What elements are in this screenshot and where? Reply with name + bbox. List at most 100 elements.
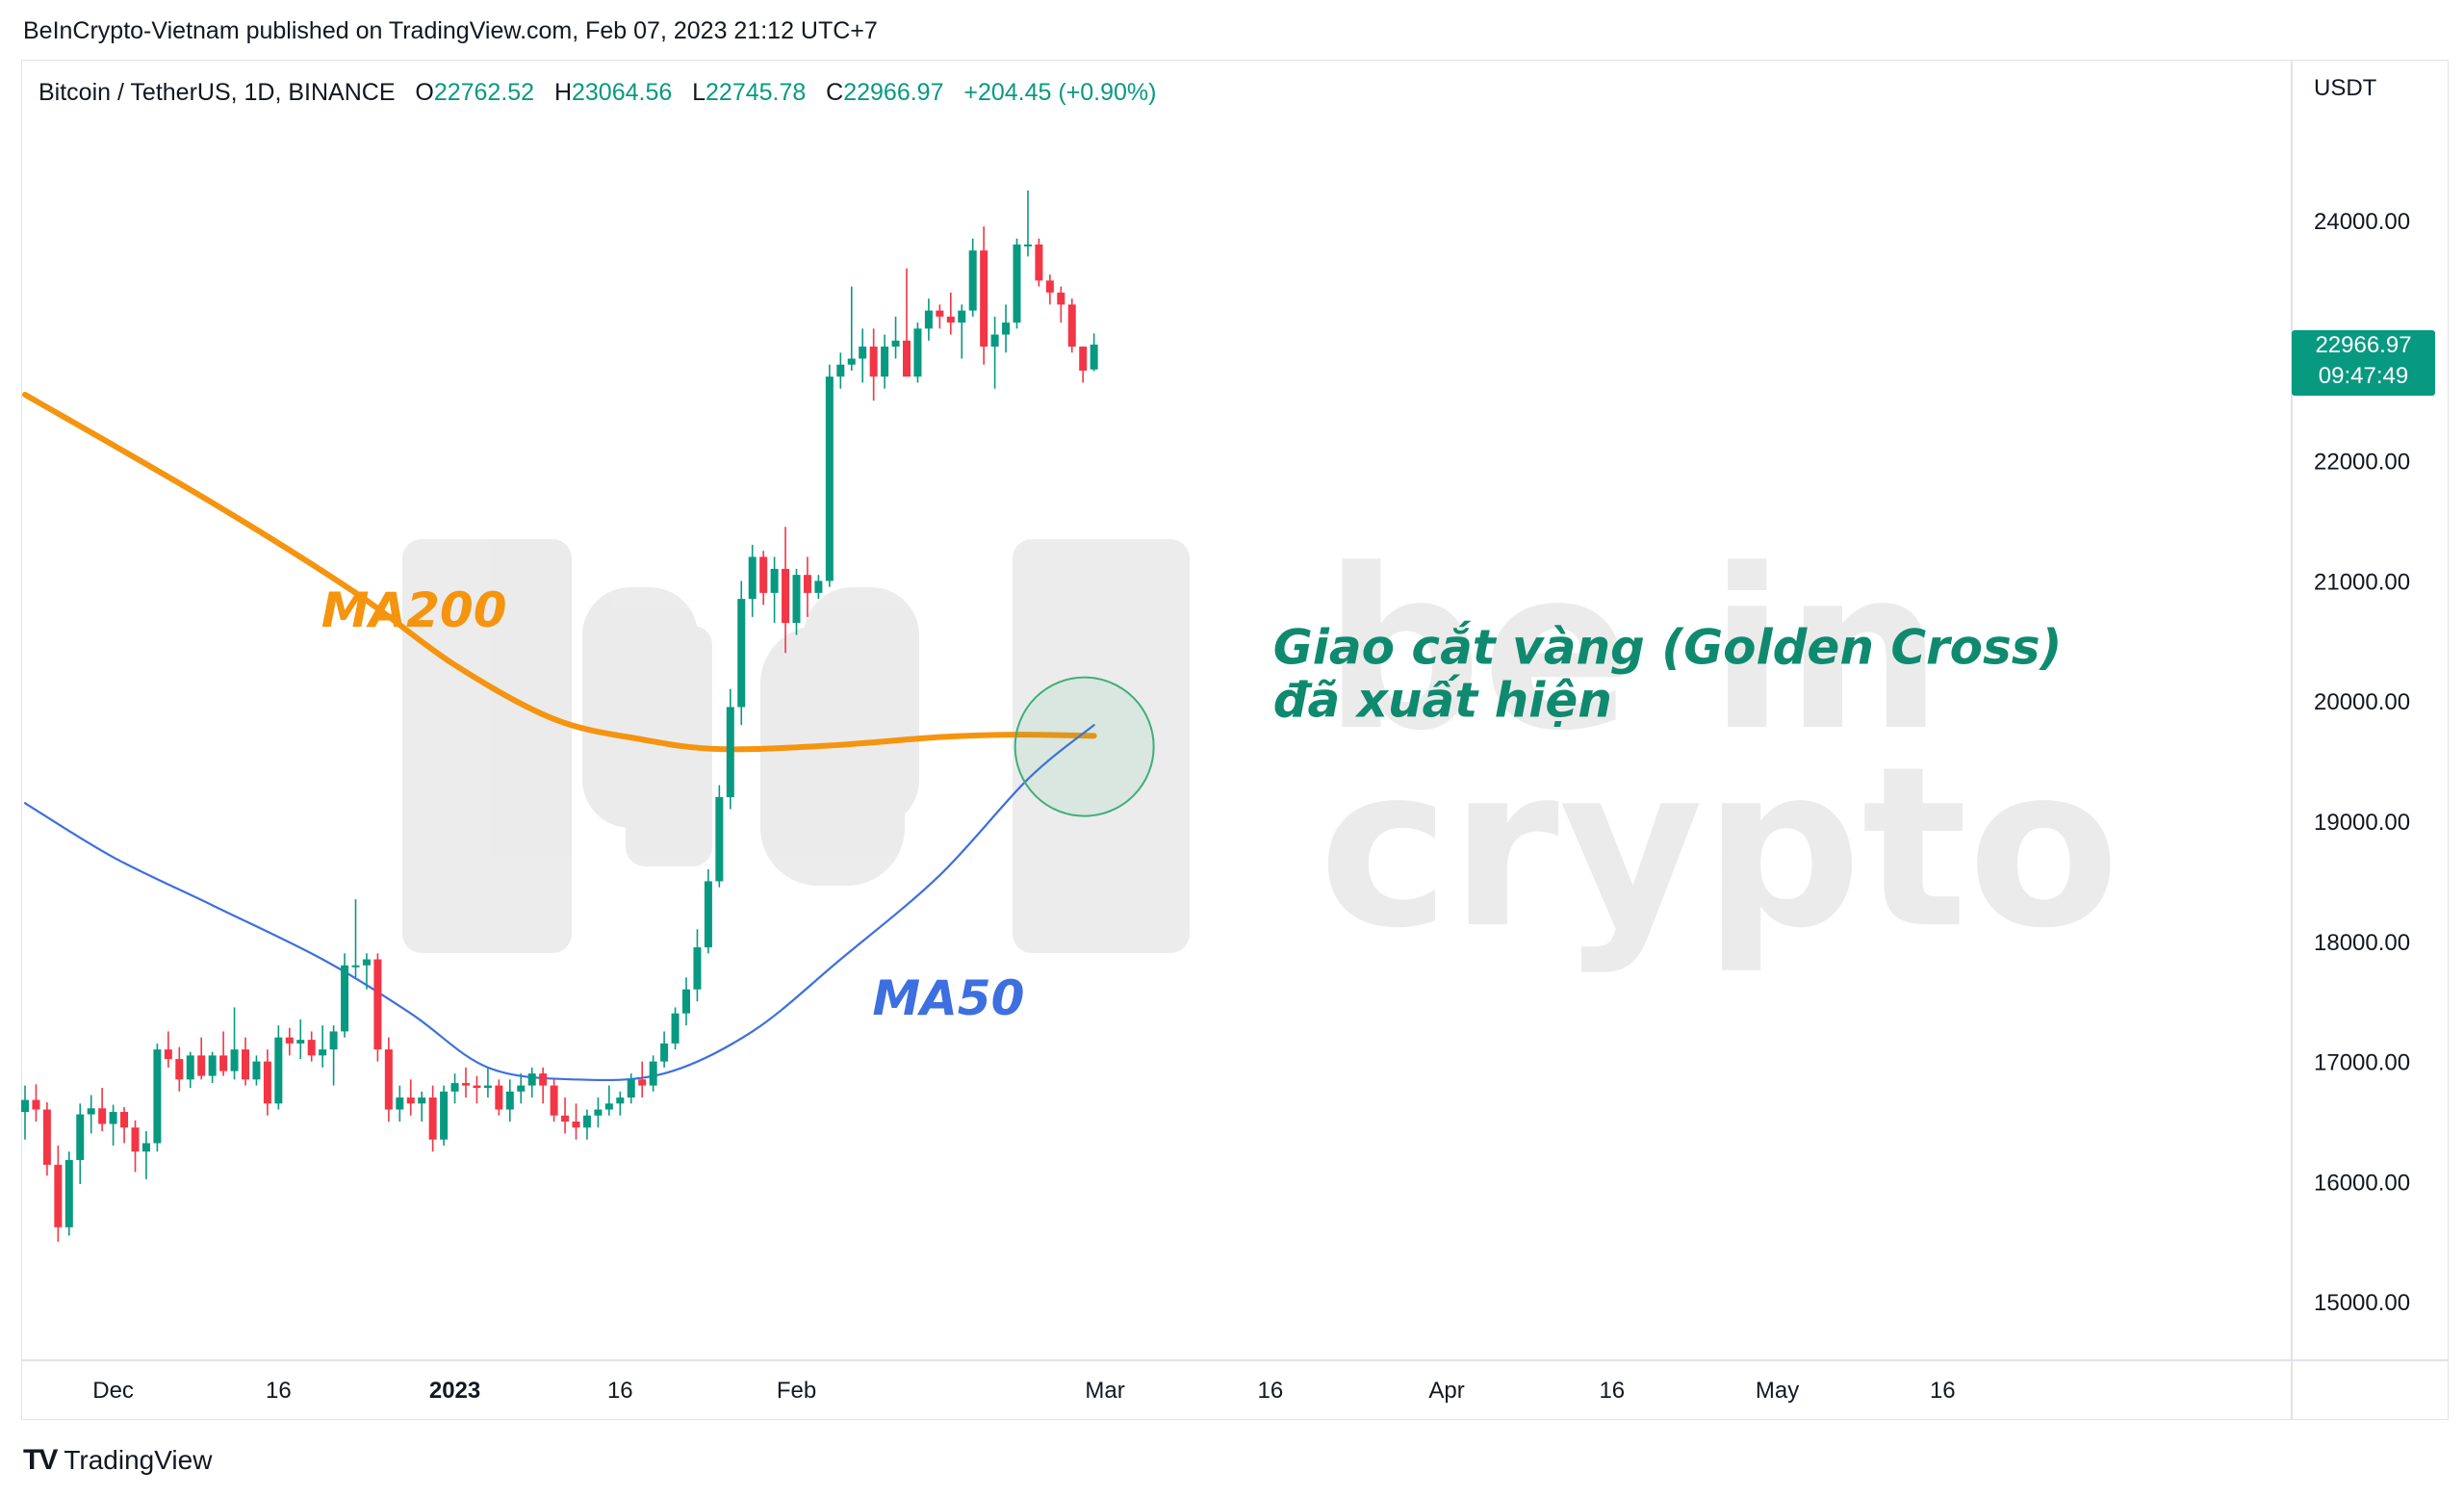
candle: [1023, 190, 1032, 257]
candle-body: [1079, 347, 1088, 371]
currency-label[interactable]: USDT: [2314, 75, 2377, 101]
time-tick-label: May: [1756, 1378, 1799, 1404]
candle: [418, 1091, 426, 1122]
candle: [847, 286, 856, 371]
countdown-value: 09:47:49: [2318, 363, 2409, 389]
price-tick-label: 15000.00: [2314, 1290, 2410, 1316]
candle-body: [242, 1049, 249, 1080]
candle-body: [550, 1085, 558, 1116]
candle: [968, 238, 977, 317]
candle-body: [64, 1159, 73, 1227]
candle-body: [362, 959, 371, 966]
candle: [782, 527, 790, 654]
candles: [21, 190, 1098, 1242]
candle-body: [197, 1055, 206, 1076]
tradingview-logo[interactable]: TV TradingView: [23, 1444, 212, 1477]
symbol-name[interactable]: Bitcoin / TetherUS, 1D, BINANCE: [38, 79, 396, 106]
low-value: 22745.78: [706, 79, 807, 106]
candle: [450, 1073, 459, 1104]
candle: [627, 1073, 635, 1104]
price-tick-label: 24000.00: [2314, 209, 2410, 235]
candle-body: [462, 1083, 470, 1086]
time-tick-label: 16: [266, 1378, 292, 1404]
time-tick-label: 16: [1257, 1378, 1283, 1404]
candle-body: [450, 1083, 459, 1092]
time-tick-label: 2023: [429, 1378, 480, 1404]
candle: [539, 1067, 548, 1104]
time-tick-label: Mar: [1085, 1378, 1124, 1404]
candle: [517, 1073, 526, 1104]
candle-body: [903, 340, 911, 377]
candle: [42, 1102, 51, 1176]
candle: [1067, 298, 1076, 353]
time-tick-label: Apr: [1428, 1378, 1464, 1404]
candle: [285, 1027, 294, 1056]
candle: [638, 1061, 647, 1098]
candle: [186, 1051, 194, 1089]
candle-body: [1045, 280, 1054, 293]
candle-body: [1067, 304, 1076, 348]
candle-body: [428, 1097, 437, 1140]
candle: [495, 1079, 503, 1116]
candle-body: [627, 1079, 635, 1098]
candle: [936, 304, 944, 329]
candle: [792, 568, 801, 635]
candle: [836, 352, 845, 389]
candle: [803, 556, 811, 617]
candle-body: [946, 316, 955, 323]
candle-body: [825, 376, 834, 581]
candle-body: [859, 347, 867, 359]
candle: [913, 323, 922, 383]
candle-body: [726, 707, 734, 798]
candle: [980, 226, 988, 365]
candle: [64, 1151, 73, 1236]
high-label: H: [553, 79, 572, 106]
candle-body: [208, 1055, 217, 1076]
candle: [230, 1007, 239, 1080]
candle: [252, 1055, 261, 1086]
candle-body: [671, 1013, 680, 1044]
candle: [704, 868, 712, 954]
golden-cross-label-line1: Giao cắt vàng (Golden Cross): [1273, 620, 2063, 676]
candle: [362, 953, 371, 990]
candle-body: [737, 599, 746, 708]
candle: [990, 316, 999, 389]
change-value: +204.45 (+0.90%): [963, 79, 1157, 106]
candle: [153, 1043, 162, 1152]
candle: [384, 1037, 393, 1122]
candle-body: [924, 310, 933, 329]
chart-frame: [21, 60, 2449, 1420]
candle: [483, 1067, 492, 1098]
candle: [219, 1031, 228, 1076]
candle-body: [120, 1112, 129, 1128]
ma200-line: [22, 391, 1097, 753]
candle: [737, 581, 746, 726]
price-tick-label: 21000.00: [2314, 569, 2410, 595]
candle: [131, 1120, 140, 1173]
candle-body: [891, 340, 900, 348]
candle: [175, 1046, 184, 1092]
candle-body: [76, 1114, 85, 1160]
watermark: be in crypto: [402, 523, 2119, 977]
candle-body: [715, 797, 724, 882]
candle: [859, 328, 867, 383]
candle-body: [1002, 323, 1011, 335]
candle: [903, 268, 911, 377]
candle-body: [396, 1097, 404, 1110]
candle-body: [759, 556, 768, 593]
candle-body: [384, 1049, 393, 1110]
candle-body: [782, 568, 790, 624]
candle: [759, 551, 768, 606]
tradingview-brand: TradingView: [64, 1445, 213, 1475]
candle-body: [109, 1112, 117, 1124]
candle-body: [87, 1108, 95, 1115]
ma50-label: MA50: [872, 970, 1024, 1026]
candle: [924, 298, 933, 341]
candle-body: [483, 1085, 492, 1089]
candle-body: [230, 1049, 239, 1071]
candle-body: [274, 1037, 283, 1104]
candle: [341, 953, 349, 1038]
last-price-value: 22966.97: [2315, 332, 2412, 358]
candle-body: [164, 1049, 172, 1060]
